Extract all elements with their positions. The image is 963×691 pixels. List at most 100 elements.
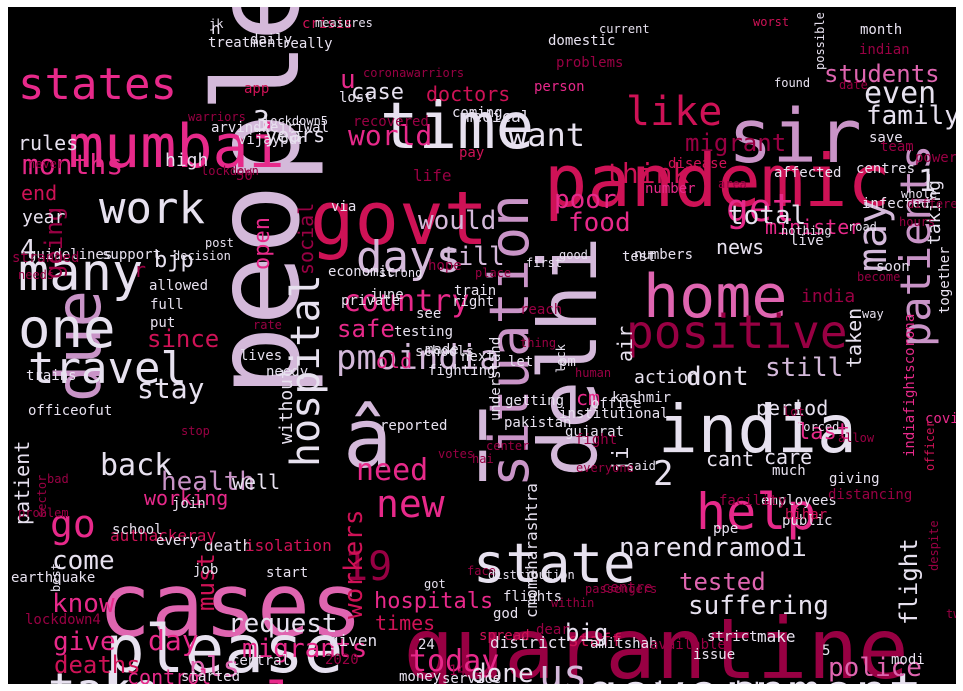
word-facility: facility: [719, 493, 787, 509]
word-within: within: [551, 596, 595, 610]
word-good: good: [559, 248, 588, 262]
word-narendramodi: narendramodi: [619, 533, 807, 563]
word-never: never: [28, 157, 65, 171]
word-hospitals: hospitals: [374, 589, 494, 614]
word-flight: flight: [895, 538, 923, 625]
word-lockdown4: lockdown4: [25, 612, 101, 628]
word-months: months: [22, 148, 124, 181]
word-every: every: [156, 533, 199, 549]
word-please: please: [105, 611, 344, 684]
word-help: help: [696, 483, 817, 541]
word-sir: sir: [728, 94, 862, 180]
word-glyph: â¦: [343, 392, 508, 487]
word-got: got: [424, 577, 446, 591]
word-lives: lives: [240, 348, 283, 364]
word-centre: centre: [602, 580, 653, 596]
word-home: home: [643, 262, 788, 332]
word-passengers: passengers: [585, 582, 658, 596]
word-given: given: [329, 631, 378, 650]
word-cm: cm: [576, 386, 601, 410]
word-like: like: [626, 89, 723, 135]
word-said: said: [627, 459, 656, 473]
word-go: go: [50, 502, 96, 546]
word-power: power: [915, 150, 956, 166]
word-family: family: [866, 101, 956, 131]
word-issue: issue: [693, 647, 736, 663]
word-deaths: deaths: [54, 651, 141, 679]
word-u: u: [340, 65, 356, 95]
word-crisis: crisis: [302, 16, 353, 32]
word-everyone: everyone: [576, 461, 634, 475]
word-mumbai: mumbai: [68, 112, 285, 182]
word-distribution: distribution: [488, 568, 575, 582]
word-24: 24: [418, 637, 435, 653]
word-big: big: [565, 619, 609, 647]
word-post: post: [205, 236, 234, 250]
word-measures: measures: [315, 16, 373, 30]
word-done: done: [471, 659, 534, 684]
word-n: n: [211, 19, 221, 38]
word-infected: infected: [862, 196, 930, 212]
word-next: next: [461, 349, 495, 365]
word-cases: cases: [98, 554, 363, 657]
word-way: way: [862, 307, 884, 321]
word-date: date: [839, 78, 868, 92]
word-pm: pm: [559, 354, 576, 370]
word-god: god: [493, 606, 519, 622]
word-start: start: [266, 565, 309, 581]
word-domestic: domestic: [548, 33, 616, 49]
word-govt: govt: [310, 176, 489, 262]
word-modi: modi: [891, 652, 925, 668]
word-giving: giving: [829, 471, 880, 487]
word-tested: tested: [679, 568, 766, 596]
word-started: started: [181, 669, 241, 684]
word-jk: jk: [209, 17, 224, 31]
word-daily: daily: [250, 32, 293, 48]
word-pls: pls: [189, 650, 240, 683]
word-disease: disease: [668, 156, 728, 172]
word-lockdown: lockdown: [201, 164, 259, 178]
word-fight: fight: [575, 432, 618, 448]
word-whole: whole: [901, 187, 938, 201]
word-migrants: migrants: [242, 634, 368, 664]
word-state: state: [473, 532, 636, 595]
word-need: need: [356, 453, 429, 488]
word-police: police: [828, 653, 922, 683]
word-dear: dear: [536, 622, 570, 638]
word-become: become: [857, 270, 901, 284]
word-3: 3: [253, 104, 270, 137]
word-take: take: [48, 667, 159, 684]
word-covid19: covid19: [925, 411, 956, 427]
word-trains: trains: [26, 368, 77, 384]
word-news: news: [716, 235, 765, 259]
word-best: best: [49, 563, 63, 592]
word-many: many: [18, 243, 144, 303]
word-country: country: [343, 284, 470, 319]
word-public: public: [782, 513, 833, 529]
word-last: last: [797, 420, 850, 445]
word-rate: rate: [253, 318, 282, 332]
word-know: know: [52, 589, 115, 619]
word-number: number: [645, 181, 696, 197]
word-pay: pay: [459, 145, 485, 161]
word-pmoindia: pmoindia: [336, 338, 500, 378]
word-month: month: [860, 22, 903, 38]
word-still: still: [765, 353, 844, 383]
word-made: made: [425, 342, 459, 358]
word-work: work: [99, 183, 205, 234]
word-together: together: [937, 246, 953, 314]
word-forced: forced: [796, 420, 840, 434]
word-stranded: stranded: [12, 250, 80, 266]
word-available: available: [650, 637, 726, 653]
word-give: give: [53, 627, 116, 657]
word-decision: decision: [173, 249, 231, 263]
word-us: us: [539, 652, 588, 684]
word-institutional: institutional: [559, 406, 669, 422]
word-request: request: [228, 609, 338, 639]
word-one: one: [18, 297, 116, 360]
word-minister: minister: [765, 215, 862, 239]
word-problems: problems: [556, 55, 624, 71]
word-health: health: [161, 467, 255, 497]
word-service: service: [442, 671, 502, 684]
word-maharashtra: maharashtra: [625, 679, 797, 684]
